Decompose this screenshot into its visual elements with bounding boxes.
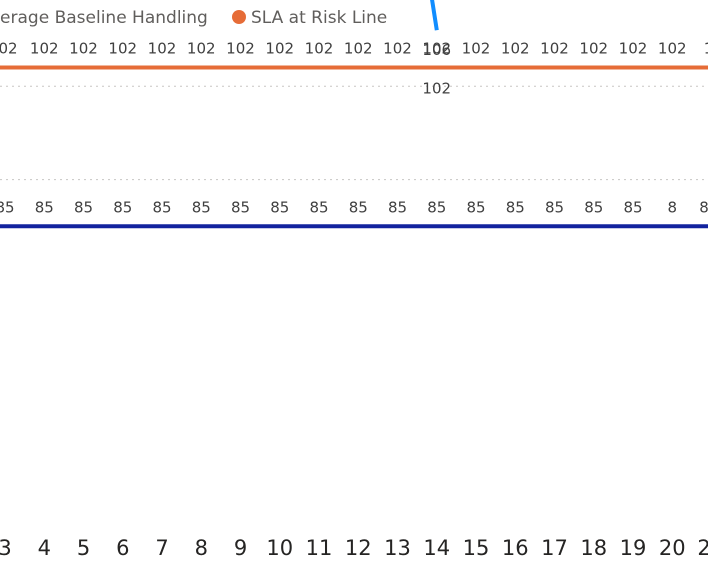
sla-data-label: 102	[226, 40, 255, 58]
sla-data-label: 02	[0, 40, 18, 58]
lower-data-label: 8	[667, 198, 677, 216]
x-tick-label: 14	[423, 536, 450, 560]
sla-data-label: 102	[187, 40, 216, 58]
lower-data-label: 85	[349, 198, 368, 216]
x-tick-label: 18	[580, 536, 607, 560]
lower-data-label: 85	[152, 198, 171, 216]
x-tick-label: 5	[77, 536, 90, 560]
x-tick-label: 2	[697, 536, 708, 560]
baseline-line-segment-1	[430, 0, 439, 31]
sla-data-label: 102	[344, 40, 373, 58]
legend: verage Baseline Handling SLA at Risk Lin…	[0, 8, 387, 28]
lower-data-label: 8	[699, 198, 708, 216]
x-tick-label: 13	[384, 536, 411, 560]
sla-data-label: 102	[619, 40, 648, 58]
lower-data-label: 85	[545, 198, 564, 216]
x-tick-label: 15	[463, 536, 490, 560]
x-tick-label: 4	[38, 536, 51, 560]
sla-data-label: 102	[383, 40, 412, 58]
sla-data-label: 102	[540, 40, 569, 58]
lower-data-label: 85	[113, 198, 132, 216]
lower-data-label: 85	[466, 198, 485, 216]
sla-data-label-extra: 102	[422, 80, 451, 98]
x-tick-label: 19	[620, 536, 647, 560]
sla-data-label: 102	[462, 40, 491, 58]
sla-data-label: 102	[30, 40, 59, 58]
x-tick-label: 11	[306, 536, 333, 560]
sla-data-label: 102	[148, 40, 177, 58]
lower-data-label: 85	[427, 198, 446, 216]
lower-data-label: 85	[584, 198, 603, 216]
x-tick-label: 3	[0, 536, 12, 560]
lower-data-label: 85	[506, 198, 525, 216]
lower-data-label: 85	[231, 198, 250, 216]
sla-data-label: 102	[501, 40, 530, 58]
baseline-data-label: 106	[422, 41, 451, 59]
x-tick-label: 12	[345, 536, 372, 560]
lower-data-label: 85	[309, 198, 328, 216]
sla-data-label: 102	[422, 40, 451, 58]
x-tick-label: 9	[234, 536, 247, 560]
sla-data-label: 102	[265, 40, 294, 58]
x-tick-label: 16	[502, 536, 529, 560]
x-tick-label: 7	[155, 536, 168, 560]
lower-data-label: 85	[270, 198, 289, 216]
legend-label-sla: SLA at Risk Line	[251, 8, 387, 28]
lower-data-label: 85	[0, 198, 15, 216]
x-tick-label: 17	[541, 536, 568, 560]
legend-label-baseline: verage Baseline Handling	[0, 8, 208, 28]
sla-data-label: 102	[108, 40, 137, 58]
sla-data-label: 102	[305, 40, 334, 58]
sla-data-label: 102	[579, 40, 608, 58]
sla-data-label: 1(	[704, 40, 708, 58]
x-tick-label: 6	[116, 536, 129, 560]
series-layer	[0, 0, 708, 229]
lower-data-label: 85	[388, 198, 407, 216]
lower-data-label: 85	[74, 198, 93, 216]
lower-data-label: 85	[35, 198, 54, 216]
gridlines	[0, 85, 708, 181]
lower-data-label: 85	[192, 198, 211, 216]
x-tick-label: 8	[195, 536, 208, 560]
x-axis-ticks: 3 4 5 6 7 8 9 10 11 12 13 14 15 16 17 18 19 20 2	[0, 536, 708, 560]
x-tick-label: 10	[266, 536, 293, 560]
sla-data-label: 102	[658, 40, 687, 58]
legend-marker-sla	[232, 10, 246, 24]
lower-data-label: 85	[623, 198, 642, 216]
sla-data-label: 102	[69, 40, 98, 58]
label-layer: 1211271291261281331060210210210210210210…	[0, 40, 708, 217]
x-tick-label: 20	[659, 536, 686, 560]
